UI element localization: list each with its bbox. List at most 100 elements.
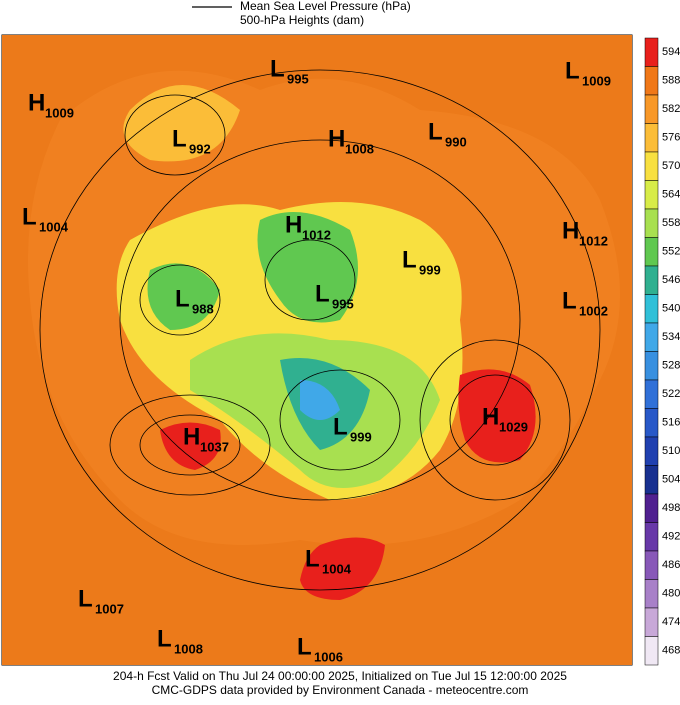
colorbar-box: [644, 123, 659, 153]
center-value: 1009: [582, 73, 611, 88]
colorbar-box: [644, 351, 659, 381]
colorbar-label: 582: [662, 103, 680, 115]
center-value: 995: [287, 71, 309, 86]
height-area: [147, 263, 220, 330]
colorbar-box: [644, 265, 659, 295]
height-area: [257, 212, 358, 323]
colorbar-label: 534: [662, 331, 680, 343]
colorbar-label: 564: [662, 189, 680, 201]
colorbar-box: [644, 522, 659, 552]
colorbar-label: 570: [662, 160, 680, 172]
center-type: L: [297, 633, 312, 660]
center-value: 1002: [579, 303, 608, 318]
center-value: 1004: [322, 561, 352, 576]
center-type: L: [315, 280, 330, 307]
center-value: 990: [445, 134, 467, 149]
center-value: 999: [419, 262, 441, 277]
center-type: H: [285, 211, 302, 238]
colorbar-box: [644, 66, 659, 96]
colorbar-box: [644, 322, 659, 352]
colorbar-box: [644, 94, 659, 124]
colorbar-box: [644, 550, 659, 580]
colorbar-label: 480: [662, 588, 680, 600]
center-type: L: [22, 203, 37, 230]
center-type: L: [305, 545, 320, 572]
colorbar-label: 486: [662, 559, 680, 571]
center-value: 1012: [579, 233, 608, 248]
height-area: [300, 537, 385, 600]
colorbar-box: [644, 579, 659, 609]
center-value: 992: [189, 141, 211, 156]
colorbar-box: [644, 294, 659, 324]
center-value: 1006: [314, 649, 343, 664]
height-area: [160, 422, 221, 470]
colorbar-label: 552: [662, 246, 680, 258]
center-type: L: [172, 125, 187, 152]
colorbar-box: [644, 208, 659, 238]
center-type: L: [565, 57, 580, 84]
colorbar-label: 516: [662, 417, 680, 429]
colorbar-label: 528: [662, 360, 680, 372]
colorbar-label: 588: [662, 75, 680, 87]
center-type: L: [78, 585, 93, 612]
colorbar-label: 558: [662, 217, 680, 229]
outer-band: [2, 35, 632, 665]
colorbar-box: [644, 493, 659, 523]
footer-text: 204-h Fcst Valid on Thu Jul 24 00:00:00 …: [113, 669, 567, 683]
height-area: [458, 369, 536, 463]
center-type: H: [482, 403, 499, 430]
center-value: 1008: [174, 641, 203, 656]
colorbar-box: [644, 151, 659, 181]
legend-heights: 500-hPa Heights (dam): [240, 13, 364, 27]
center-type: L: [428, 118, 443, 145]
center-value: 1037: [200, 439, 229, 454]
height-area: [300, 380, 340, 420]
colorbar-label: 576: [662, 132, 680, 144]
center-value: 1029: [499, 419, 528, 434]
isobars: [39, 69, 601, 591]
colorbar-label: 510: [662, 445, 680, 457]
colorbar-box: [644, 636, 659, 666]
colorbar-label: 474: [662, 616, 680, 628]
footer-text: CMC-GDPS data provided by Environment Ca…: [152, 683, 529, 697]
colorbar-box: [644, 607, 659, 637]
center-type: L: [157, 625, 172, 652]
colorbar-label: 522: [662, 388, 680, 400]
colorbar-label: 540: [662, 303, 680, 315]
colorbar-box: [644, 408, 659, 438]
center-type: H: [328, 125, 345, 152]
center-value: 1008: [345, 141, 374, 156]
colorbar-label: 498: [662, 502, 680, 514]
center-value: 1004: [39, 219, 69, 234]
colorbar-label: 468: [662, 645, 680, 657]
height-area: [123, 85, 240, 162]
center-value: 1007: [95, 601, 124, 616]
colorbar-box: [644, 37, 659, 67]
center-value: 1009: [45, 105, 74, 120]
center-value: 995: [332, 296, 354, 311]
map: [1, 34, 633, 666]
colorbar-label: 546: [662, 274, 680, 286]
colorbar-box: [644, 180, 659, 210]
colorbar-label: 594: [662, 46, 680, 58]
center-value: 1012: [302, 227, 331, 242]
center-type: L: [270, 55, 285, 82]
colorbar-label: 492: [662, 531, 680, 543]
colorbar-box: [644, 379, 659, 409]
center-type: L: [562, 287, 577, 314]
center-type: L: [333, 413, 348, 440]
colorbar-label: 504: [662, 474, 680, 486]
colorbar-box: [644, 237, 659, 267]
center-type: H: [562, 217, 579, 244]
colorbar-box: [644, 436, 659, 466]
center-value: 988: [192, 301, 214, 316]
center-type: H: [183, 423, 200, 450]
center-type: H: [28, 89, 45, 116]
legend-pressure: Mean Sea Level Pressure (hPa): [240, 0, 411, 13]
colorbar-box: [644, 465, 659, 495]
height-area: [377, 230, 450, 302]
center-type: L: [175, 285, 190, 312]
center-value: 999: [350, 429, 372, 444]
